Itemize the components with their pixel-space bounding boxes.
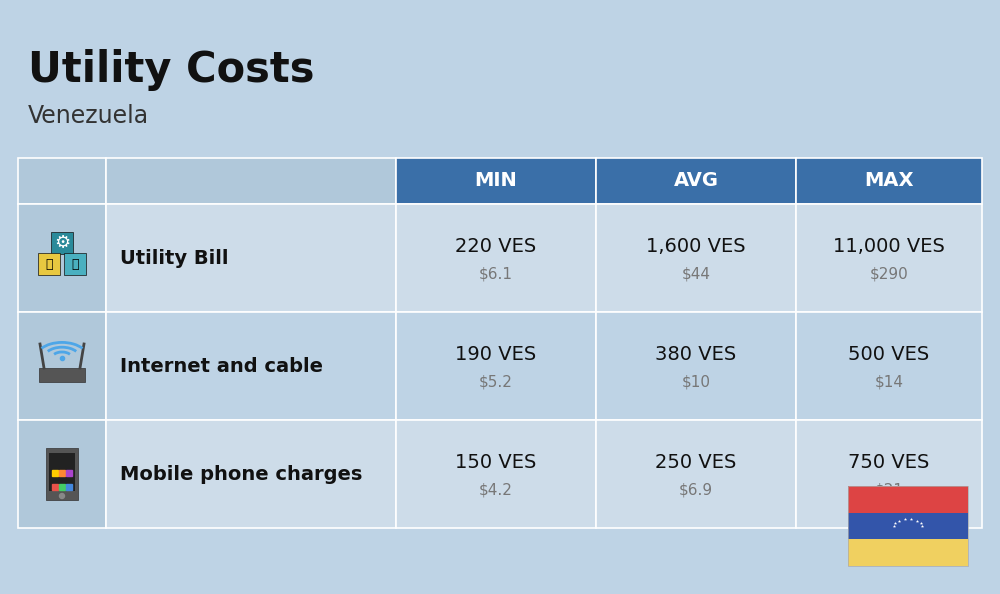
Bar [106,204,396,312]
Text: Venezuela: Venezuela [28,104,149,128]
Text: $6.9: $6.9 [679,482,713,498]
Bar [18,204,106,312]
Text: MIN: MIN [475,172,517,191]
Bar [796,204,982,312]
Bar [18,312,106,420]
Text: Utility Costs: Utility Costs [28,49,314,91]
Bar [796,158,982,204]
Bar [18,158,106,204]
Text: 190 VES: 190 VES [455,345,537,364]
Text: $44: $44 [682,267,710,282]
Text: $4.2: $4.2 [479,482,513,498]
Bar [796,420,982,528]
Bar [106,312,396,420]
Bar [106,158,396,204]
Bar [596,420,796,528]
Bar [848,513,968,539]
Bar [848,486,968,566]
Text: $10: $10 [682,374,710,390]
Bar [18,420,106,528]
Bar [396,204,596,312]
Text: $21: $21 [874,482,904,498]
Circle shape [60,494,64,498]
Text: ⚙: ⚙ [54,234,70,252]
Text: $290: $290 [870,267,908,282]
Bar [106,420,396,528]
Text: 1,600 VES: 1,600 VES [646,236,746,255]
Bar [38,253,60,275]
Text: MAX: MAX [864,172,914,191]
Bar [596,204,796,312]
Text: $14: $14 [874,374,904,390]
Bar [39,368,85,382]
Text: 220 VES: 220 VES [455,236,537,255]
Text: 250 VES: 250 VES [655,453,737,472]
Bar [396,420,596,528]
Bar [796,312,982,420]
Text: 🔌: 🔌 [45,258,53,270]
Text: 💧: 💧 [71,258,79,270]
Text: $5.2: $5.2 [479,374,513,390]
Bar [848,539,968,566]
Text: 380 VES: 380 VES [655,345,737,364]
Text: 750 VES: 750 VES [848,453,930,472]
Text: 500 VES: 500 VES [848,345,930,364]
Bar [46,448,78,500]
Text: AVG: AVG [674,172,718,191]
Bar [396,158,596,204]
Text: Mobile phone charges: Mobile phone charges [120,465,362,484]
Bar [51,232,73,254]
Bar [64,253,86,275]
Text: Internet and cable: Internet and cable [120,356,323,375]
Bar [396,312,596,420]
Text: $6.1: $6.1 [479,267,513,282]
Bar [49,453,75,491]
Text: Utility Bill: Utility Bill [120,248,228,267]
Bar [596,158,796,204]
Bar [848,486,968,513]
Text: 11,000 VES: 11,000 VES [833,236,945,255]
Bar [596,312,796,420]
Text: 150 VES: 150 VES [455,453,537,472]
